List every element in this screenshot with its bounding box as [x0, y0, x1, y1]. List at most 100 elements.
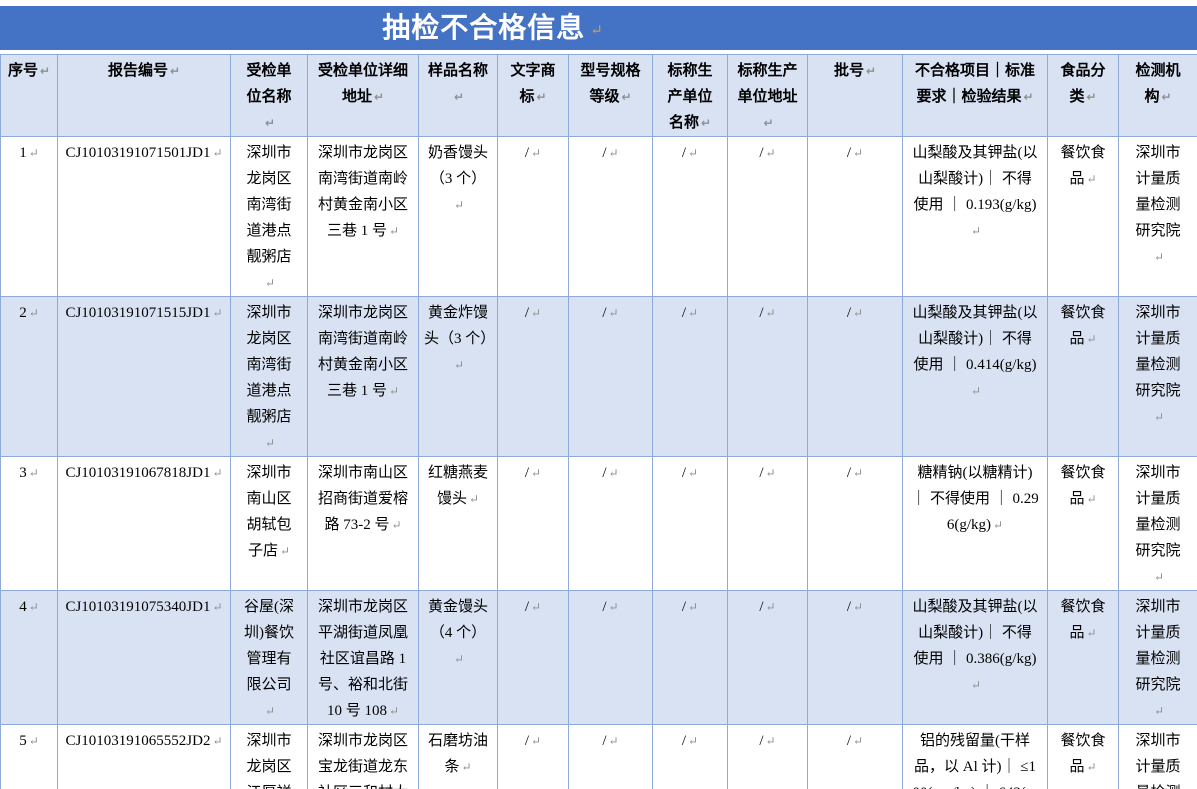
table-cell[interactable]: / ↵ [497, 296, 569, 457]
column-header-1[interactable]: 序号 ↵ [0, 54, 58, 137]
table-cell[interactable]: / ↵ [727, 724, 808, 789]
table-cell[interactable]: / ↵ [497, 590, 569, 725]
table-cell[interactable]: 餐饮食品 ↵ [1047, 590, 1119, 725]
table-cell[interactable]: / ↵ [568, 724, 653, 789]
table-cell[interactable]: 深圳市计量质量检测研究院↵ [1118, 296, 1197, 457]
table-cell[interactable]: / ↵ [497, 456, 569, 591]
table-cell[interactable]: / ↵ [727, 456, 808, 591]
table-cell[interactable]: 深圳市计量质量检测研究院↵ [1118, 136, 1197, 297]
column-header-6[interactable]: 文字商标 ↵ [497, 54, 569, 137]
table-cell[interactable]: / ↵ [568, 136, 653, 297]
page-title[interactable]: 抽检不合格信息 [382, 12, 586, 43]
end-of-cell-mark-icon: ↵ [765, 600, 776, 614]
table-cell[interactable]: / ↵ [807, 590, 903, 725]
cell-text: 红糖燕麦馒头 [427, 465, 488, 507]
table-cell[interactable]: 石磨坊油条 ↵ [418, 724, 498, 789]
cell-text: 深圳市龙岗区南湾街道港点靓粥店 [246, 145, 292, 265]
table-cell[interactable]: / ↵ [807, 724, 903, 789]
table-cell[interactable]: CJ10103191071515JD1 ↵ [57, 296, 231, 457]
table-cell[interactable]: 3 ↵ [0, 456, 58, 591]
end-of-cell-mark-icon: ↵ [621, 90, 632, 104]
table-cell[interactable]: 深圳市南山区招商街道爱榕路 73-2 号 ↵ [307, 456, 419, 591]
table-cell[interactable]: 餐饮食品 ↵ [1047, 136, 1119, 297]
end-of-cell-mark-icon: ↵ [453, 652, 465, 666]
cell-text: 样品名称 [427, 62, 488, 79]
cell-text: 黄金炸馒头（3 个） [424, 305, 496, 347]
table-cell[interactable]: / ↵ [568, 456, 653, 591]
table-cell[interactable]: 红糖燕麦馒头 ↵ [418, 456, 498, 591]
table-cell[interactable]: 深圳市计量质量检测研究院↵ [1118, 590, 1197, 725]
table-cell[interactable]: CJ10103191067818JD1 ↵ [57, 456, 231, 591]
column-header-2[interactable]: 报告编号 ↵ [57, 54, 231, 137]
table-cell[interactable]: / ↵ [568, 590, 653, 725]
table-cell[interactable]: / ↵ [652, 724, 728, 789]
column-header-8[interactable]: 标称生产单位名称 ↵ [652, 54, 728, 137]
table-cell[interactable]: 山梨酸及其钾盐(以山梨酸计)｜ 不得使用 ｜ 0.193(g/kg) ↵ [902, 136, 1048, 297]
table-cell[interactable]: / ↵ [727, 296, 808, 457]
column-header-3[interactable]: 受检单位名称 ↵ [230, 54, 308, 137]
table-cell[interactable]: / ↵ [727, 136, 808, 297]
table-cell[interactable]: / ↵ [652, 136, 728, 297]
table-cell[interactable]: 深圳市计量质量检测研究院↵ [1118, 724, 1197, 789]
table-cell[interactable]: 山梨酸及其钾盐(以山梨酸计)｜ 不得使用 ｜ 0.414(g/kg) ↵ [902, 296, 1048, 457]
table-cell[interactable]: CJ10103191065552JD2 ↵ [57, 724, 231, 789]
table-cell[interactable]: 铝的残留量(干样品，以 Al 计)｜ ≤100(mg/kg) ｜ 642(mg/… [902, 724, 1048, 789]
table-cell[interactable]: 1 ↵ [0, 136, 58, 297]
table-cell[interactable]: 奶香馒头（3 个） ↵ [418, 136, 498, 297]
table-cell[interactable]: 山梨酸及其钾盐(以山梨酸计)｜ 不得使用 ｜ 0.386(g/kg) ↵ [902, 590, 1048, 725]
table-cell[interactable]: / ↵ [807, 136, 903, 297]
column-header-13[interactable]: 检测机构 ↵ [1118, 54, 1197, 137]
table-cell[interactable]: 深圳市龙岗区南湾街道港点靓粥店 ↵ [230, 296, 308, 457]
table-cell[interactable]: / ↵ [727, 590, 808, 725]
cell-text: 石磨坊油条 [427, 733, 488, 775]
cell-text: / [602, 145, 607, 161]
table-cell[interactable]: / ↵ [652, 590, 728, 725]
table-cell[interactable]: / ↵ [807, 456, 903, 591]
table-cell[interactable]: 深圳市龙岗区南湾街道南岭村黄金南小区三巷 1 号 ↵ [307, 296, 419, 457]
end-of-cell-mark-icon: ↵ [700, 116, 712, 130]
column-header-7[interactable]: 型号规格等级 ↵ [568, 54, 653, 137]
end-of-cell-mark-icon: ↵ [388, 384, 400, 398]
table-cell[interactable]: 2 ↵ [0, 296, 58, 457]
cell-text: / [524, 305, 530, 321]
table-cell[interactable]: 深圳市计量质量检测研究院↵ [1118, 456, 1197, 591]
table-cell[interactable]: 黄金炸馒头（3 个） ↵ [418, 296, 498, 457]
end-of-cell-mark-icon: ↵ [212, 734, 223, 748]
column-header-11[interactable]: 不合格项目｜标准要求｜检验结果 ↵ [902, 54, 1048, 137]
cell-text: 谷屋(深圳)餐饮管理有限公司 [244, 599, 294, 693]
table-cell[interactable]: / ↵ [652, 296, 728, 457]
table-cell[interactable]: CJ10103191075340JD1 ↵ [57, 590, 231, 725]
table-cell[interactable]: 4 ↵ [0, 590, 58, 725]
table-cell[interactable]: 深圳市龙岗区江厚祥三和梁品汤包店↵ [230, 724, 308, 789]
end-of-cell-mark-icon: ↵ [531, 466, 542, 480]
column-header-9[interactable]: 标称生产单位地址 ↵ [727, 54, 808, 137]
column-header-5[interactable]: 样品名称 ↵ [418, 54, 498, 137]
end-of-cell-mark-icon: ↵ [264, 276, 276, 290]
table-cell[interactable]: CJ10103191071501JD1 ↵ [57, 136, 231, 297]
table-cell[interactable]: 深圳市龙岗区南湾街道南岭村黄金南小区三巷 1 号 ↵ [307, 136, 419, 297]
column-header-10[interactable]: 批号 ↵ [807, 54, 903, 137]
table-cell[interactable]: 深圳市南山区胡轼包子店 ↵ [230, 456, 308, 591]
column-header-12[interactable]: 食品分类 ↵ [1047, 54, 1119, 137]
table-cell[interactable]: / ↵ [807, 296, 903, 457]
end-of-cell-mark-icon: ↵ [608, 600, 619, 614]
cell-text: 餐饮食品 [1060, 733, 1106, 775]
table-cell[interactable]: 深圳市龙岗区宝龙街道龙东社区三和村大和街 6 号 102↵ [307, 724, 419, 789]
table-cell[interactable]: / ↵ [568, 296, 653, 457]
table-cell[interactable]: 黄金馒头（4 个） ↵ [418, 590, 498, 725]
cell-text: 受检单位详细地址 [317, 62, 408, 105]
table-cell[interactable]: 深圳市龙岗区南湾街道港点靓粥店 ↵ [230, 136, 308, 297]
table-cell[interactable]: 深圳市龙岗区平湖街道凤凰社区谊昌路 1 号、裕和北街 10 号 108 ↵ [307, 590, 419, 725]
table-cell[interactable]: 餐饮食品 ↵ [1047, 724, 1119, 789]
end-of-cell-mark-icon: ↵ [388, 704, 400, 718]
table-cell[interactable]: / ↵ [652, 456, 728, 591]
table-cell[interactable]: 糖精钠(以糖精计)｜ 不得使用 ｜ 0.296(g/kg) ↵ [902, 456, 1048, 591]
table-cell[interactable]: 餐饮食品 ↵ [1047, 456, 1119, 591]
column-header-4[interactable]: 受检单位详细地址 ↵ [307, 54, 419, 137]
table-cell[interactable]: 谷屋(深圳)餐饮管理有限公司 ↵ [230, 590, 308, 725]
table-cell[interactable]: / ↵ [497, 136, 569, 297]
table-cell[interactable]: / ↵ [497, 724, 569, 789]
table-cell[interactable]: 5 ↵ [0, 724, 58, 789]
table-cell[interactable]: 餐饮食品 ↵ [1047, 296, 1119, 457]
cell-text: 餐饮食品 [1060, 145, 1106, 187]
